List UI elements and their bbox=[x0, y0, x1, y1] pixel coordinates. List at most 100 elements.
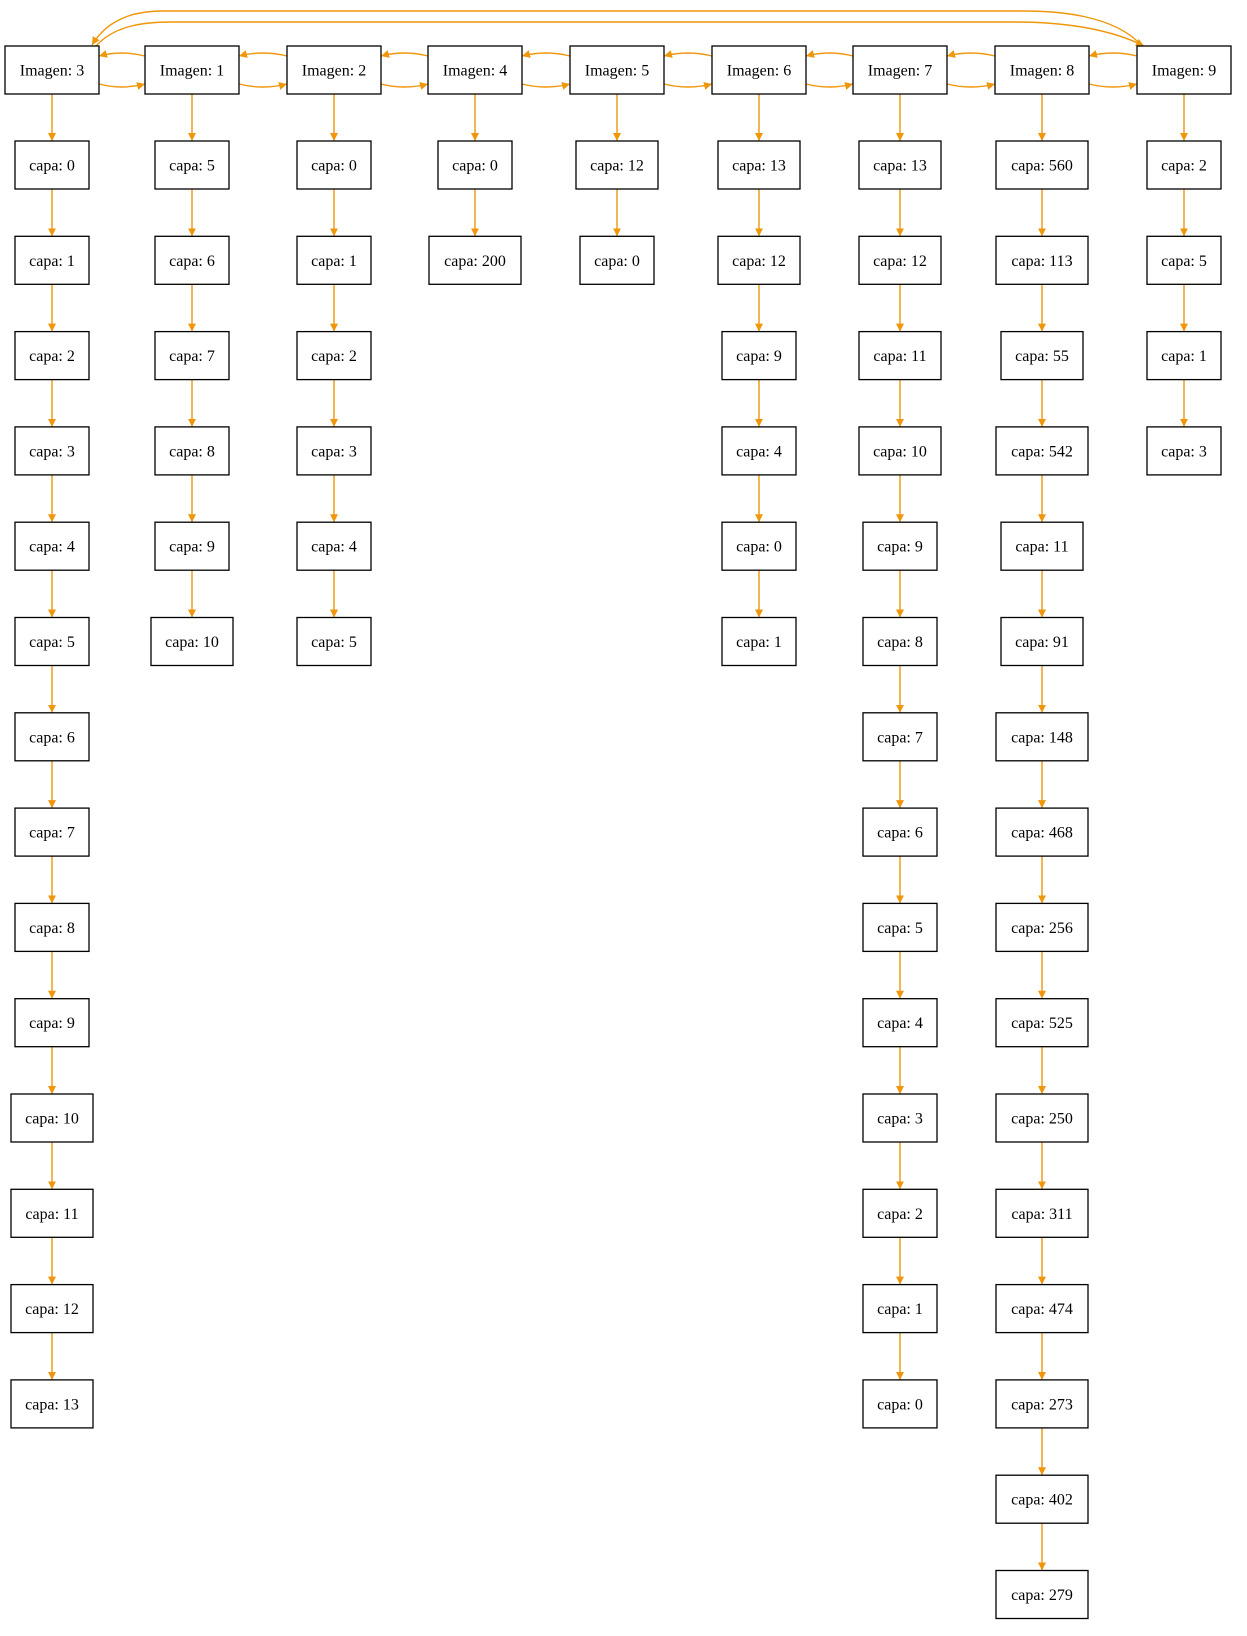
capa-node-label: capa: 6 bbox=[29, 729, 75, 746]
next-edge bbox=[521, 82, 571, 90]
capa-node-label: capa: 9 bbox=[169, 539, 215, 556]
capa-node: capa: 273 bbox=[995, 1379, 1089, 1429]
capa-node-box bbox=[862, 1379, 938, 1429]
capa-node: capa: 468 bbox=[995, 807, 1089, 857]
image-node-label: Imagen: 2 bbox=[302, 63, 366, 80]
image-node-box bbox=[852, 45, 948, 95]
capa-node-label: capa: 0 bbox=[311, 158, 357, 175]
capa-node: capa: 11 bbox=[1000, 521, 1084, 571]
prev-edge bbox=[1088, 50, 1138, 58]
capa-node-label: capa: 5 bbox=[311, 634, 357, 651]
capa-node-box bbox=[150, 616, 234, 667]
capa-node-box bbox=[437, 140, 513, 190]
capa-node-label: capa: 1 bbox=[736, 634, 782, 651]
capa-node-box bbox=[296, 616, 372, 667]
capa-node-label: capa: 55 bbox=[1015, 348, 1069, 365]
wrap-next-edge bbox=[95, 21, 1145, 47]
capa-node: capa: 9 bbox=[154, 521, 230, 571]
capa-node-box bbox=[296, 426, 372, 476]
capa-node: capa: 5 bbox=[1146, 235, 1222, 285]
capa-node-box bbox=[995, 998, 1089, 1048]
capa-node-label: capa: 2 bbox=[29, 348, 75, 365]
capa-node-label: capa: 12 bbox=[590, 158, 644, 175]
capa-node-label: capa: 0 bbox=[594, 253, 640, 270]
image-node-label: Imagen: 1 bbox=[160, 63, 224, 80]
capa-node-label: capa: 273 bbox=[1011, 1396, 1073, 1413]
capa-node: capa: 474 bbox=[995, 1283, 1089, 1334]
capa-node-box bbox=[995, 902, 1089, 953]
capa-node: capa: 5 bbox=[862, 902, 938, 953]
capa-node-box bbox=[154, 140, 230, 190]
capa-node-box bbox=[862, 712, 938, 762]
image-node-label: Imagen: 4 bbox=[443, 63, 507, 80]
capa-node-label: capa: 200 bbox=[444, 253, 506, 270]
capa-node-box bbox=[995, 1474, 1089, 1524]
next-edge bbox=[238, 82, 288, 90]
image-node-box bbox=[144, 45, 240, 95]
capa-node-label: capa: 250 bbox=[1011, 1111, 1073, 1128]
capa-node: capa: 2 bbox=[1146, 140, 1222, 190]
capa-node: capa: 12 bbox=[10, 1283, 94, 1334]
capa-node-label: capa: 9 bbox=[29, 1015, 75, 1032]
capa-node-box bbox=[428, 235, 522, 285]
capa-node: capa: 10 bbox=[10, 1093, 94, 1143]
capa-node-label: capa: 2 bbox=[877, 1206, 923, 1223]
capa-node-box bbox=[862, 1283, 938, 1334]
capa-node: capa: 12 bbox=[575, 140, 659, 190]
capa-node-box bbox=[721, 521, 797, 571]
capa-node-label: capa: 5 bbox=[877, 920, 923, 937]
capa-node: capa: 2 bbox=[296, 330, 372, 381]
image-node: Imagen: 9 bbox=[1136, 45, 1232, 95]
image-node: Imagen: 4 bbox=[427, 45, 523, 95]
capa-node: capa: 9 bbox=[14, 998, 90, 1048]
capa-node: capa: 0 bbox=[579, 235, 655, 285]
capa-node-box bbox=[14, 426, 90, 476]
capa-node: capa: 3 bbox=[862, 1093, 938, 1143]
image-node-box bbox=[711, 45, 807, 95]
capa-node: capa: 11 bbox=[858, 330, 942, 381]
capa-node-label: capa: 9 bbox=[877, 539, 923, 556]
capa-node: capa: 5 bbox=[154, 140, 230, 190]
image-node: Imagen: 7 bbox=[852, 45, 948, 95]
prev-edge bbox=[98, 50, 146, 58]
capa-node-box bbox=[1146, 426, 1222, 476]
prev-edge bbox=[805, 50, 854, 58]
image-node: Imagen: 2 bbox=[286, 45, 382, 95]
capa-node: capa: 5 bbox=[14, 616, 90, 667]
capa-node: capa: 13 bbox=[10, 1379, 94, 1429]
capa-node-box bbox=[862, 521, 938, 571]
image-node: Imagen: 5 bbox=[569, 45, 665, 95]
capa-node-box bbox=[862, 1093, 938, 1143]
capa-node: capa: 0 bbox=[721, 521, 797, 571]
capa-node-box bbox=[14, 330, 90, 381]
capa-node-box bbox=[717, 235, 801, 285]
capa-node-label: capa: 1 bbox=[29, 253, 75, 270]
capa-node: capa: 7 bbox=[14, 807, 90, 857]
capa-node-label: capa: 542 bbox=[1011, 443, 1073, 460]
capa-node: capa: 6 bbox=[862, 807, 938, 857]
capa-node: capa: 11 bbox=[10, 1188, 94, 1238]
capa-node-label: capa: 13 bbox=[25, 1396, 79, 1413]
capa-node-box bbox=[296, 330, 372, 381]
capa-node-label: capa: 3 bbox=[311, 443, 357, 460]
image-node-box bbox=[286, 45, 382, 95]
image-node-label: Imagen: 6 bbox=[727, 63, 791, 80]
capa-node-box bbox=[862, 807, 938, 857]
capa-node: capa: 560 bbox=[995, 140, 1089, 190]
capa-node-label: capa: 0 bbox=[877, 1396, 923, 1413]
capa-node-box bbox=[1146, 330, 1222, 381]
capa-node-label: capa: 11 bbox=[1015, 539, 1068, 556]
capa-node: capa: 4 bbox=[296, 521, 372, 571]
capa-node-label: capa: 6 bbox=[169, 253, 215, 270]
capa-node-box bbox=[858, 140, 942, 190]
capa-node-box bbox=[858, 235, 942, 285]
capa-node-label: capa: 2 bbox=[1161, 158, 1207, 175]
capa-node-box bbox=[579, 235, 655, 285]
capa-node-box bbox=[858, 330, 942, 381]
image-node-label: Imagen: 9 bbox=[1152, 63, 1216, 80]
capa-node: capa: 8 bbox=[862, 616, 938, 667]
capa-node-label: capa: 402 bbox=[1011, 1492, 1073, 1509]
capa-node-label: capa: 256 bbox=[1011, 920, 1073, 937]
capa-node: capa: 3 bbox=[296, 426, 372, 476]
image-node: Imagen: 8 bbox=[994, 45, 1090, 95]
